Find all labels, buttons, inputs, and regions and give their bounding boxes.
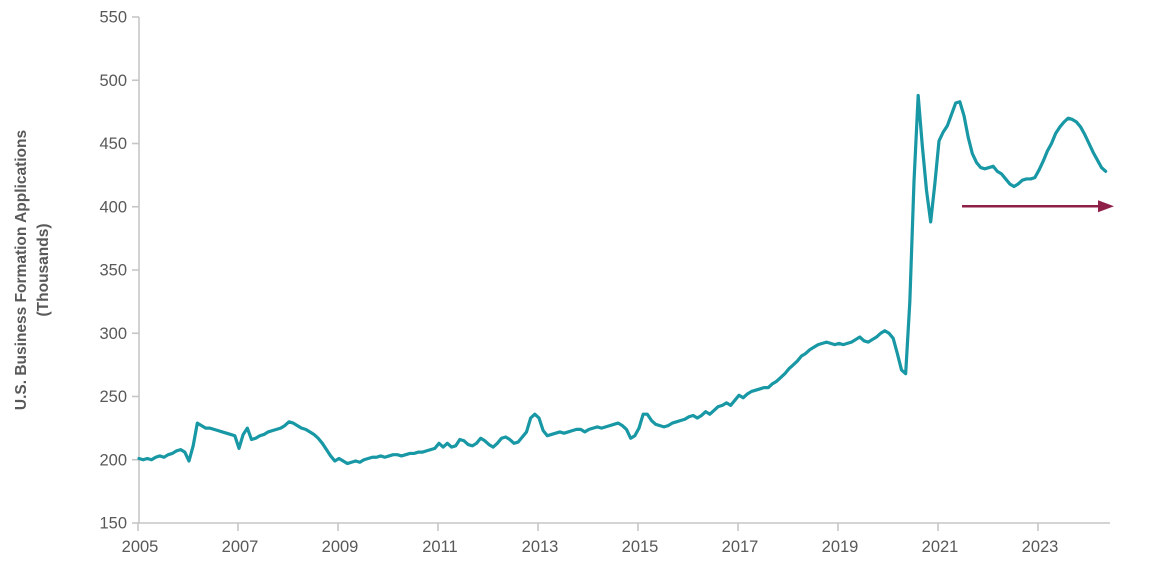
- x-axis-tick-label: 2013: [522, 538, 559, 556]
- series-line: [137, 93, 1108, 466]
- y-axis-title-line1: U.S. Business Formation Applications: [13, 130, 30, 410]
- axes: 150 200 250 300 350 400 450 500 550 2005 2007 2009 2…: [99, 9, 1110, 556]
- y-axis-tick-label: 400: [99, 198, 127, 216]
- x-axis-tick-label: 2017: [722, 538, 759, 556]
- x-axis-tick-label: 2007: [222, 538, 259, 556]
- y-axis-tick-label: 550: [99, 9, 127, 27]
- y-axis-tick-label: 250: [99, 388, 127, 406]
- y-axis-tick-label: 150: [99, 515, 127, 533]
- x-axis-tick-label: 2023: [1022, 538, 1059, 556]
- x-axis-tick-label: 2015: [622, 538, 659, 556]
- trend-arrow: [962, 200, 1114, 213]
- x-axis-tick-label: 2021: [922, 538, 959, 556]
- trend-arrow-head: [1098, 200, 1114, 213]
- y-axis-tick-label: 450: [99, 135, 127, 153]
- y-axis-tick-label: 500: [99, 72, 127, 90]
- y-axis-title-line2: (Thousands): [35, 224, 52, 317]
- y-axis-tick-label: 200: [99, 451, 127, 469]
- x-axis-tick-label: 2005: [122, 538, 159, 556]
- x-axis-tick-label: 2019: [822, 538, 859, 556]
- x-axis-tick-label: 2009: [322, 538, 359, 556]
- y-axis-tick-label: 350: [99, 262, 127, 280]
- y-axis-tick-label: 300: [99, 325, 127, 343]
- x-axis-tick-label: 2011: [422, 538, 457, 556]
